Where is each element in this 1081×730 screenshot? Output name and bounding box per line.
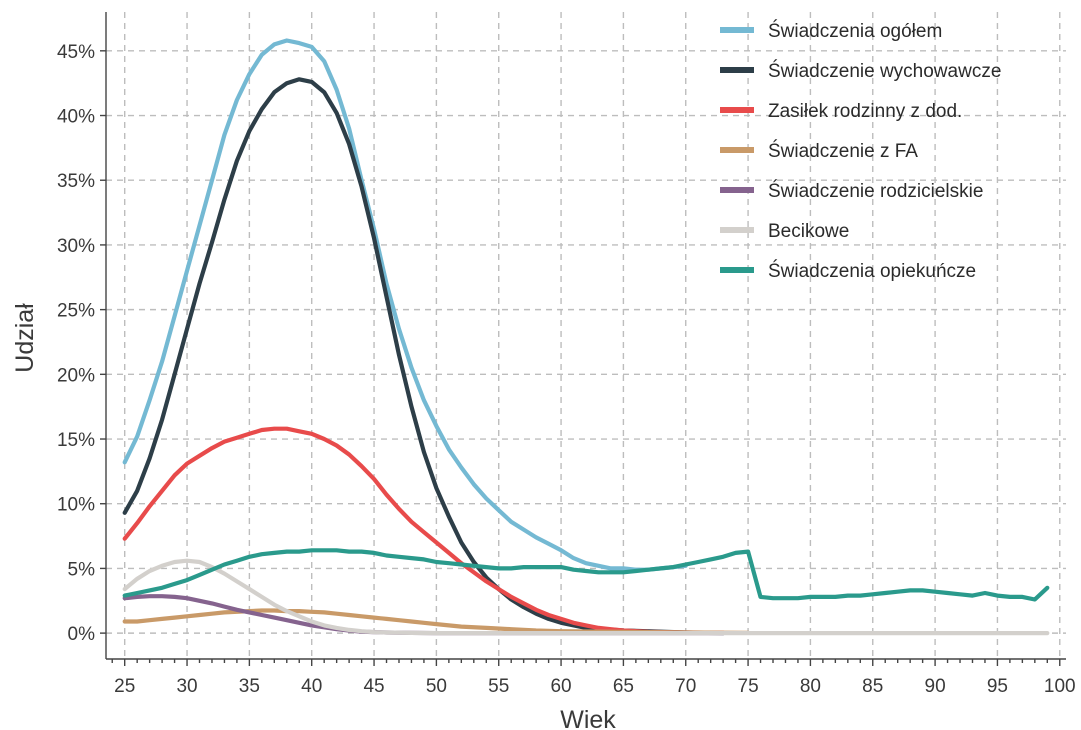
series-lines: [122, 38, 1050, 636]
grid: [106, 12, 1066, 659]
y-tick-label: 20%: [57, 365, 95, 386]
series-line-3: [122, 426, 726, 635]
x-tick-label: 75: [738, 676, 759, 697]
y-tick-label: 25%: [57, 301, 95, 322]
y-tick-label: 10%: [57, 495, 95, 516]
x-tick-label: 50: [426, 676, 447, 697]
x-tick-label: 60: [550, 676, 571, 697]
x-tick-label: 55: [488, 676, 509, 697]
series-line-1: [122, 38, 688, 572]
legend-label: Świadczenie wychowawcze: [768, 60, 1001, 82]
x-tick-label: 65: [613, 676, 634, 697]
legend-label: Zasiłek rodzinny z dod.: [768, 101, 962, 122]
x-tick-label: 35: [239, 676, 260, 697]
series-line-2: [122, 77, 726, 636]
legend-label: Becikowe: [768, 221, 849, 242]
x-tick-label: 45: [363, 676, 384, 697]
y-tick-label: 5%: [68, 559, 96, 580]
y-tick-label: 40%: [57, 107, 95, 128]
x-axis-ticks: 25 30 35 40 45 50 55 60 65 70 75 80 85 90 95 100: [111, 659, 1076, 697]
y-tick-label: 35%: [57, 171, 95, 192]
y-tick-label: 30%: [57, 236, 95, 257]
y-tick-label: 45%: [57, 42, 95, 63]
x-tick-label: 30: [176, 676, 197, 697]
x-axis-title: Wiek: [560, 706, 616, 730]
legend-label: Świadczenie rodzicielskie: [768, 180, 983, 202]
legend-label: Świadczenie z FA: [768, 140, 918, 162]
x-tick-label: 40: [301, 676, 322, 697]
x-tick-label: 80: [800, 676, 821, 697]
x-tick-label: 100: [1044, 676, 1076, 697]
x-tick-label: 95: [987, 676, 1008, 697]
y-tick-label: 0%: [68, 624, 96, 645]
x-tick-label: 90: [925, 676, 946, 697]
series-line-6: [122, 558, 1050, 636]
legend: Świadczenia ogółem Świadczenie wychowawcz…: [720, 20, 1001, 282]
y-axis-title: Udział: [11, 303, 39, 373]
legend-label: Świadczenia opiekuńcze: [768, 260, 976, 282]
legend-label: Świadczenia ogółem: [768, 20, 942, 42]
x-tick-label: 70: [675, 676, 696, 697]
series-line-7: [122, 548, 1050, 602]
series-line-4: [122, 608, 751, 635]
y-axis-ticks: 0% 5% 10% 15% 20% 25% 30% 35% 40% 45%: [57, 42, 106, 645]
x-tick-label: 25: [114, 676, 135, 697]
x-tick-label: 85: [862, 676, 883, 697]
y-tick-label: 15%: [57, 430, 95, 451]
